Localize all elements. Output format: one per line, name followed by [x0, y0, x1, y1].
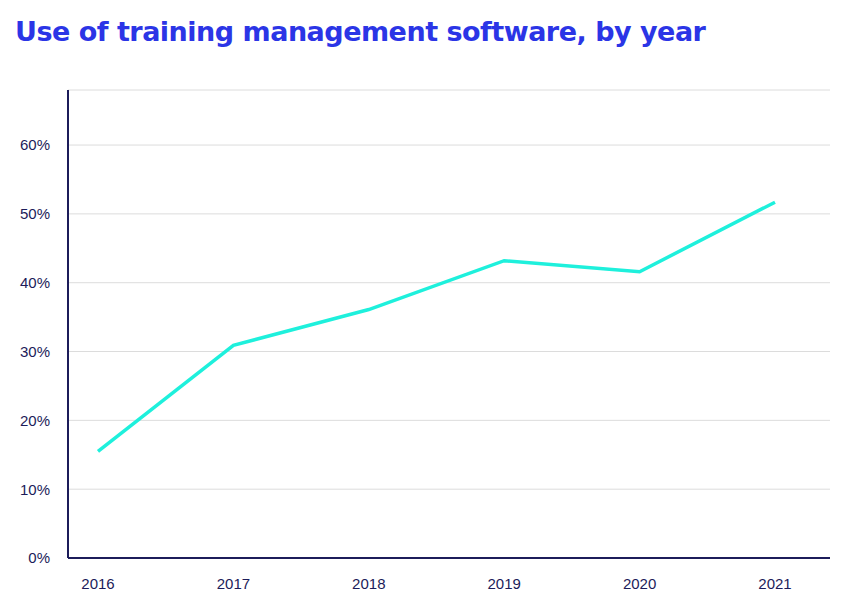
- svg-text:2018: 2018: [352, 575, 385, 592]
- svg-text:10%: 10%: [20, 481, 50, 498]
- svg-text:30%: 30%: [20, 343, 50, 360]
- svg-text:0%: 0%: [28, 549, 50, 566]
- svg-text:60%: 60%: [20, 136, 50, 153]
- svg-text:2021: 2021: [758, 575, 791, 592]
- html-text:Use of training management sof: Use of training management software, by …: [15, 16, 706, 47]
- svg-text:40%: 40%: [20, 274, 50, 291]
- svg-text:50%: 50%: [20, 205, 50, 222]
- svg-text:2019: 2019: [488, 575, 521, 592]
- svg-text:2017: 2017: [217, 575, 250, 592]
- svg-text:2020: 2020: [623, 575, 656, 592]
- svg-text:20%: 20%: [20, 412, 50, 429]
- svg-text:2016: 2016: [81, 575, 114, 592]
